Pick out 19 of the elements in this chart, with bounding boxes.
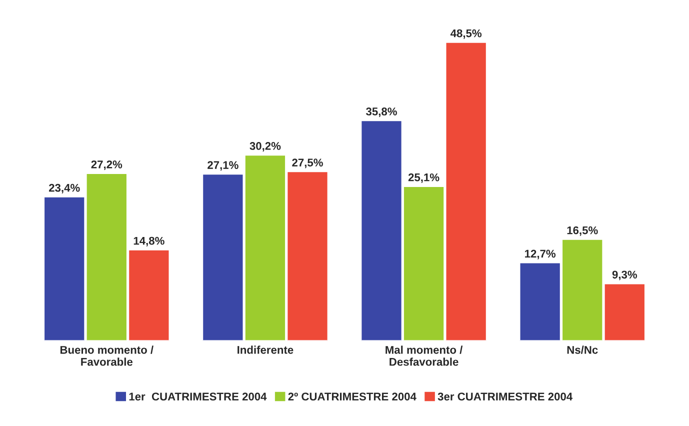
x-tick-label: Ns/Nc xyxy=(567,346,598,354)
data-label: 9,3% xyxy=(612,270,638,280)
legend-label: 3er CUATRIMESTRE 2004 xyxy=(438,392,573,401)
data-label: 35,8% xyxy=(366,108,397,118)
x-tick-label: Bueno momento / Favorable xyxy=(60,346,154,366)
data-label: 14,8% xyxy=(134,236,164,246)
data-label: 27,2% xyxy=(91,160,122,170)
data-label: 25,1% xyxy=(408,173,440,183)
data-label: 27,5% xyxy=(292,158,323,168)
data-label: 12,7% xyxy=(525,250,556,260)
data-label: 48,5% xyxy=(450,29,482,39)
data-label: 16,5% xyxy=(567,226,598,236)
data-label: 27,1% xyxy=(208,161,238,171)
legend-label: 2º CUATRIMESTRE 2004 xyxy=(288,392,416,400)
legend-label: 1er CUATRIMESTRE 2004 xyxy=(129,392,267,400)
x-tick-label: Mal momento / Desfavorable xyxy=(386,346,463,366)
data-label: 23,4% xyxy=(48,184,80,194)
x-tick-label: Indiferente xyxy=(238,346,294,354)
data-label: 30,2% xyxy=(250,142,281,152)
